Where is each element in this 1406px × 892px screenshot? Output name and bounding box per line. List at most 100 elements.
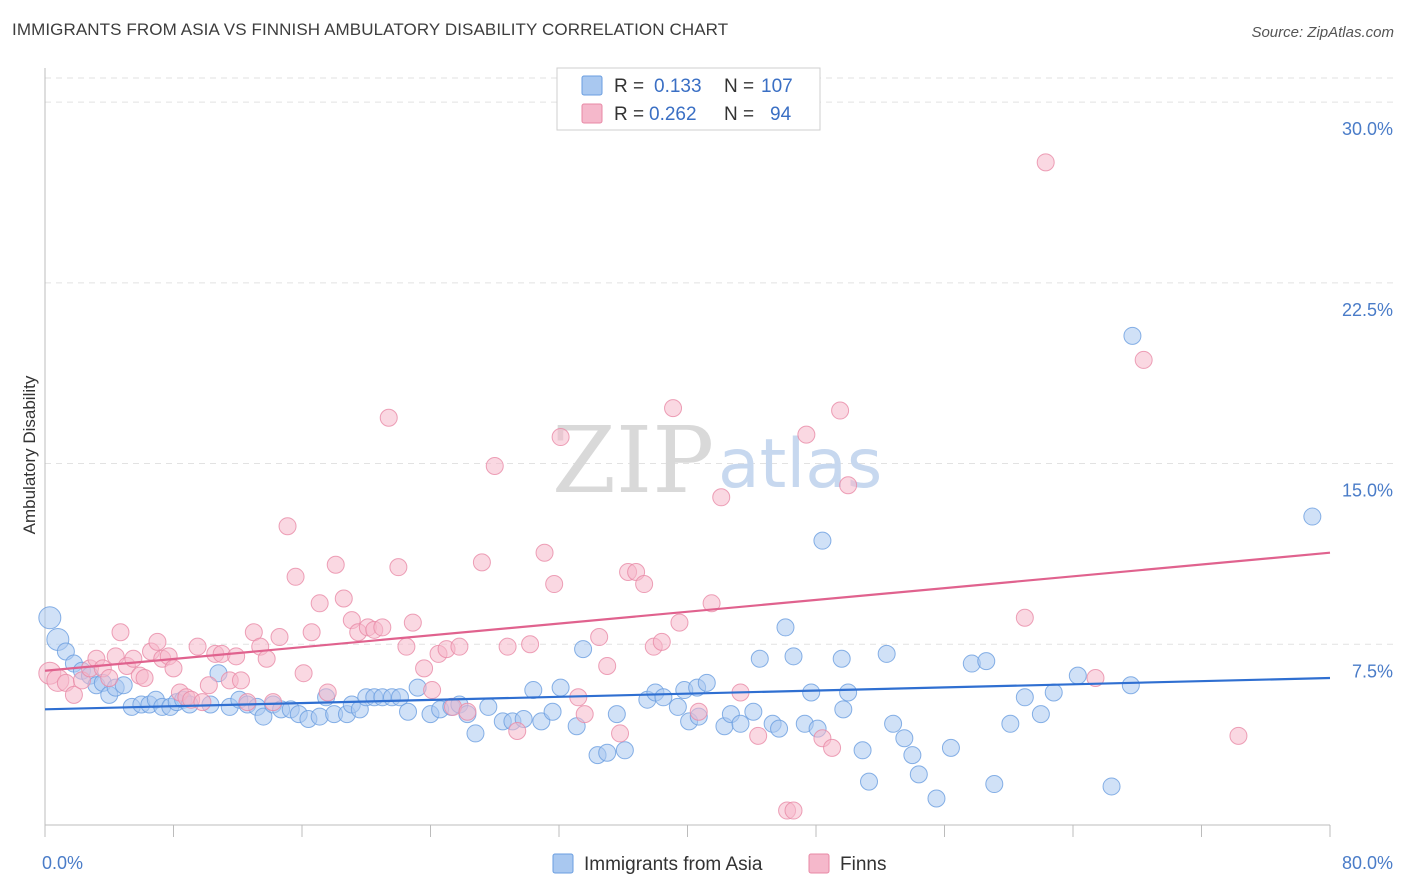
finns-point bbox=[545, 575, 564, 594]
finns-point bbox=[188, 637, 207, 656]
legend-r-value-1: 0.133 bbox=[654, 76, 702, 97]
finns-point bbox=[702, 594, 721, 613]
bottom-legend-label-finns: Finns bbox=[840, 854, 886, 875]
finns-point bbox=[551, 428, 570, 447]
asia-point bbox=[750, 649, 769, 668]
correlation-legend: R = 0.133 N = 107 R = 0.262 N = 94 bbox=[556, 67, 821, 131]
finns-point bbox=[334, 589, 353, 608]
legend-r-label-2: R = bbox=[614, 104, 644, 125]
legend-n-value-2: 94 bbox=[770, 104, 792, 125]
asia-point bbox=[1015, 688, 1034, 707]
finns-point bbox=[64, 685, 83, 704]
asia-point bbox=[654, 688, 673, 707]
finns-point bbox=[689, 702, 708, 721]
asia-point bbox=[668, 697, 687, 716]
asia-point bbox=[977, 652, 996, 671]
finns-point bbox=[450, 637, 469, 656]
asia-point bbox=[927, 789, 946, 808]
finns-point bbox=[238, 693, 257, 712]
finns-point bbox=[310, 594, 329, 613]
asia-point bbox=[551, 678, 570, 697]
asia-point bbox=[399, 702, 418, 721]
grid-lines bbox=[45, 77, 1393, 645]
finns-point bbox=[635, 575, 654, 594]
asia-point bbox=[524, 681, 543, 700]
finns-point bbox=[403, 613, 422, 632]
asia-point bbox=[985, 775, 1004, 794]
finns-point bbox=[124, 649, 143, 668]
asia-point bbox=[895, 729, 914, 748]
finns-point bbox=[164, 659, 183, 678]
asia-point bbox=[466, 724, 485, 743]
asia-point bbox=[853, 741, 872, 760]
legend-n-value-1: 107 bbox=[761, 76, 793, 97]
finns-point bbox=[749, 726, 768, 745]
finns-point bbox=[1086, 669, 1105, 688]
asia-point bbox=[1303, 507, 1322, 526]
finns-point bbox=[379, 408, 398, 427]
asia-point bbox=[543, 702, 562, 721]
chart-title: IMMIGRANTS FROM ASIA VS FINNISH AMBULATO… bbox=[12, 20, 729, 39]
asia-point bbox=[903, 746, 922, 765]
finns-point bbox=[264, 693, 283, 712]
bottom-legend-label-asia: Immigrants from Asia bbox=[584, 854, 763, 875]
finns-point bbox=[373, 618, 392, 637]
finns-point bbox=[231, 671, 250, 690]
asia-point bbox=[860, 772, 879, 791]
asia-point bbox=[941, 738, 960, 757]
finns-point bbox=[294, 664, 313, 683]
finns-point bbox=[199, 676, 218, 695]
finns-point bbox=[270, 628, 289, 647]
tick-labels: 7.5% 15.0% 22.5% 30.0% 0.0% 80.0% bbox=[42, 119, 1393, 873]
finns-point bbox=[1036, 153, 1055, 172]
asia-point bbox=[1102, 777, 1121, 796]
legend-r-value-2: 0.262 bbox=[649, 104, 697, 125]
finns-point bbox=[302, 623, 321, 642]
asia-point bbox=[909, 765, 928, 784]
finns-point bbox=[389, 558, 408, 577]
asia-point bbox=[114, 676, 133, 695]
finns-point bbox=[784, 801, 803, 820]
watermark-zip: ZIP bbox=[552, 407, 714, 514]
finns-point bbox=[508, 722, 527, 741]
finns-point bbox=[111, 623, 130, 642]
asia-point bbox=[877, 644, 896, 663]
finns-point bbox=[611, 724, 630, 743]
finns-point bbox=[1015, 608, 1034, 627]
y-axis-label: Ambulatory Disability bbox=[20, 375, 39, 534]
asia-point bbox=[802, 683, 821, 702]
legend-n-label-1: N = bbox=[724, 76, 754, 97]
y-tick-label: 15.0% bbox=[1342, 481, 1393, 501]
finns-point bbox=[286, 567, 305, 586]
asia-point bbox=[1123, 326, 1142, 345]
finns-point bbox=[135, 669, 154, 688]
finns-point bbox=[712, 488, 731, 507]
asia-point bbox=[598, 743, 617, 762]
legend-swatch-finns bbox=[581, 103, 603, 124]
watermark: ZIP atlas bbox=[552, 407, 882, 514]
finns-point bbox=[485, 456, 504, 475]
series-immigrants-from-asia bbox=[38, 326, 1322, 808]
axes bbox=[44, 68, 1331, 837]
finns-point bbox=[1229, 726, 1248, 745]
finns-point bbox=[823, 738, 842, 757]
finns-point bbox=[498, 637, 517, 656]
legend-swatch-asia bbox=[581, 75, 603, 96]
asia-point bbox=[479, 697, 498, 716]
finns-point bbox=[831, 401, 850, 420]
asia-point bbox=[615, 741, 634, 760]
finns-point bbox=[1134, 350, 1153, 369]
finns-trend-line bbox=[44, 551, 1331, 672]
asia-point bbox=[776, 618, 795, 637]
finns-point bbox=[397, 637, 416, 656]
bottom-legend-swatch-finns bbox=[808, 853, 830, 874]
finns-point bbox=[670, 613, 689, 632]
finns-point bbox=[227, 647, 246, 666]
asia-point bbox=[607, 705, 626, 724]
x-tick-label-max: 80.0% bbox=[1342, 853, 1393, 873]
asia-point bbox=[1121, 676, 1140, 695]
asia-trend-line bbox=[44, 676, 1331, 711]
finns-point bbox=[193, 693, 212, 712]
x-tick-label-min: 0.0% bbox=[42, 853, 83, 873]
